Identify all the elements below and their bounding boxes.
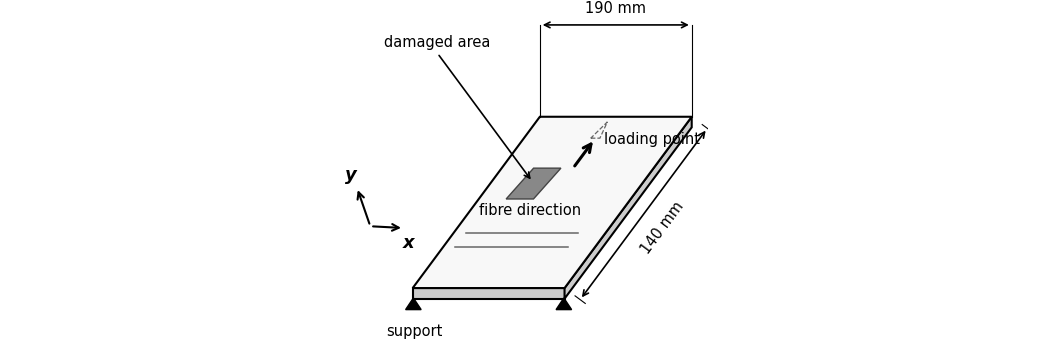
Text: fibre direction: fibre direction — [479, 203, 581, 218]
Polygon shape — [413, 117, 691, 288]
Polygon shape — [406, 298, 422, 310]
Text: 190 mm: 190 mm — [585, 1, 647, 16]
Polygon shape — [556, 298, 571, 310]
Text: x: x — [402, 234, 414, 252]
Text: loading point: loading point — [603, 131, 700, 147]
Polygon shape — [565, 117, 691, 298]
Polygon shape — [413, 288, 565, 298]
Polygon shape — [507, 168, 561, 199]
Text: 140 mm: 140 mm — [638, 199, 687, 257]
Text: damaged area: damaged area — [384, 35, 491, 50]
Text: y: y — [345, 166, 357, 184]
Text: support: support — [387, 324, 443, 340]
